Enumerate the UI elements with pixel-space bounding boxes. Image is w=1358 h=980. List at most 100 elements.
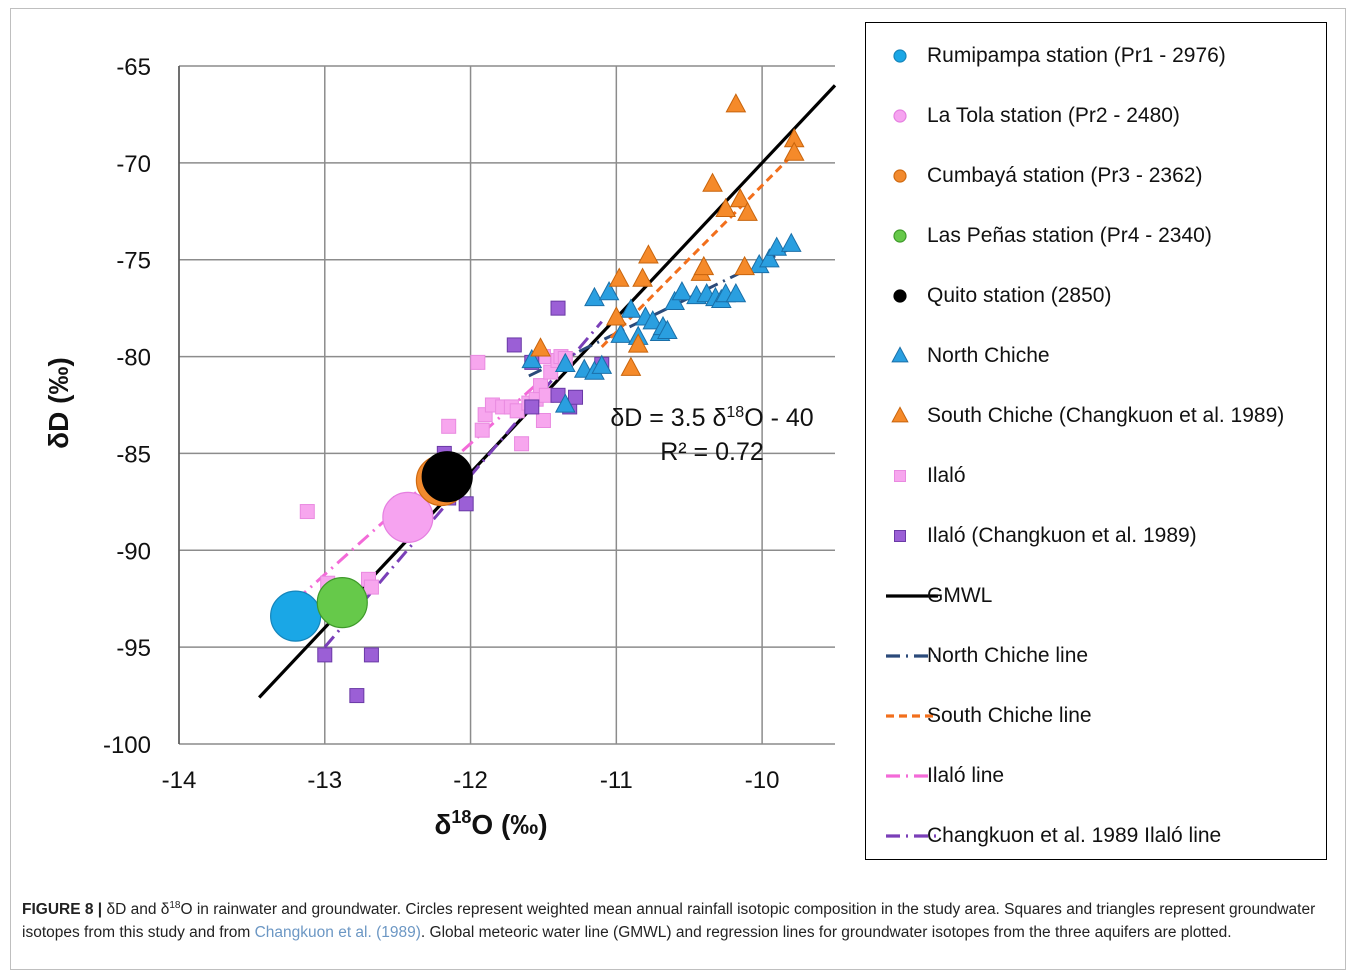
north-chiche-point <box>598 281 620 301</box>
legend-label: Ilaló (Changkuon et al. 1989) <box>927 524 1197 547</box>
ilalo-point <box>470 354 486 370</box>
legend-swatch-circle <box>893 169 907 183</box>
legend-marker-triangle <box>891 346 909 363</box>
legend-label: La Tola station (Pr2 - 2480) <box>927 104 1180 127</box>
legend-item-changkuon-et-al-1989-ilalo-line: Changkuon et al. 1989 Ilaló line <box>866 821 1326 851</box>
legend-swatch-square <box>894 470 906 482</box>
ilalo-point <box>363 579 379 595</box>
south-chiche-changkuon-et-al-1989-point <box>638 244 659 264</box>
legend-label: GMWL <box>927 584 993 607</box>
legend-item-cumbaya-station-pr3-2362: Cumbayá station (Pr3 - 2362) <box>866 161 1326 191</box>
legend-label: Rumipampa station (Pr1 - 2976) <box>927 44 1226 67</box>
legend-swatch-circle <box>893 229 907 243</box>
north-chiche-point <box>620 298 642 318</box>
ilalo-point <box>535 412 551 428</box>
legend-marker-circle <box>893 109 907 123</box>
rumipampa-station-pr1-2976-series <box>270 590 322 642</box>
la-tola-station-pr2-2480-series <box>382 491 434 543</box>
citation-link[interactable]: Changkuon et al. (1989) <box>254 924 421 941</box>
caption-superscript: 18 <box>169 899 181 911</box>
x-tick-label: -11 <box>600 767 633 794</box>
north-chiche-point <box>610 323 632 343</box>
y-tick-label: -100 <box>103 732 151 759</box>
x-axis-label: δ18O (‰) <box>434 807 547 840</box>
legend-marker-circle <box>893 169 907 183</box>
figure-label: FIGURE 8 | <box>22 901 103 918</box>
legend-marker-triangle <box>891 406 909 423</box>
south-chiche-changkuon-et-al-1989-point <box>715 197 737 217</box>
legend-swatch-square <box>894 530 906 542</box>
y-axis-label: δD (‰) <box>43 357 74 449</box>
legend-item-ilalo: Ilaló <box>866 461 1326 491</box>
south-chiche-changkuon-et-al-1989-point <box>737 201 758 221</box>
rumipampa-station-pr1-2976-point <box>270 590 322 642</box>
north-chiche-point <box>671 281 693 301</box>
legend-label: Las Peñas station (Pr4 - 2340) <box>927 224 1212 247</box>
legend-item-south-chiche-changkuon-et-al-1989: South Chiche (Changkuon et al. 1989) <box>866 401 1326 431</box>
legend-label: Changkuon et al. 1989 Ilaló line <box>927 824 1222 847</box>
y-tick-label: -90 <box>116 538 151 565</box>
quito-station-2850-series <box>421 451 473 503</box>
north-chiche-point <box>521 348 543 369</box>
legend-item-las-penas-station-pr4-2340: Las Peñas station (Pr4 - 2340) <box>866 221 1326 251</box>
ilalo-changkuon-et-al-1989-point <box>506 337 522 353</box>
x-tick-label: -13 <box>307 767 342 794</box>
legend-item-ilalo-line: Ilaló line <box>866 761 1326 791</box>
y-tick-label: -65 <box>116 54 151 81</box>
y-tick-label: -75 <box>116 248 151 275</box>
data-markers <box>270 93 805 704</box>
south-chiche-line <box>600 152 796 348</box>
north-chiche-point <box>554 393 576 413</box>
legend-swatch-circle <box>893 49 907 63</box>
legend-marker-square <box>894 470 906 482</box>
legend: Rumipampa station (Pr1 - 2976) La Tola st… <box>865 22 1327 860</box>
ilalo-changkuon-et-al-1989-point <box>317 647 333 663</box>
regression-equation: δD = 3.5 δ18O - 40 <box>610 404 813 432</box>
r-squared-label: R² = 0.72 <box>660 438 764 466</box>
y-tick-label: -95 <box>116 635 151 662</box>
south-chiche-changkuon-et-al-1989-point <box>783 141 805 161</box>
tick-labels: -14 -13 -12 -11 -10 -65 -70 -75 -80 -85 -90 -95 -100 <box>103 54 780 794</box>
south-chiche-changkuon-et-al-1989-point <box>725 93 747 113</box>
legend-swatch-triangle <box>891 346 909 363</box>
y-tick-label: -85 <box>116 441 151 468</box>
north-chiche-point <box>584 286 605 307</box>
ilalo-point <box>514 436 530 452</box>
legend-label: South Chiche (Changkuon et al. 1989) <box>927 404 1285 427</box>
legend-swatch-line <box>886 594 938 598</box>
legend-swatch-line <box>886 714 938 718</box>
south-chiche-changkuon-et-al-1989-point <box>530 337 551 357</box>
north-chiche-point <box>656 319 678 340</box>
x-tick-label: -12 <box>453 767 488 794</box>
south-chiche-changkuon-et-al-1989-point <box>620 356 642 376</box>
legend-item-ilalo-changkuon-et-al-1989: Ilaló (Changkuon et al. 1989) <box>866 521 1326 551</box>
figure-frame <box>10 8 1346 970</box>
legend-label: North Chiche <box>927 344 1050 367</box>
ilalo-changkuon-et-al-1989-point <box>524 399 540 415</box>
south-chiche-changkuon-et-al-1989-point <box>693 255 715 276</box>
ilalo-point <box>474 422 490 438</box>
legend-marker-square <box>894 530 906 542</box>
south-chiche-changkuon-et-al-1989-point <box>605 306 627 326</box>
north-chiche-point <box>642 310 664 330</box>
legend-item-la-tola-station-pr2-2480: La Tola station (Pr2 - 2480) <box>866 101 1326 131</box>
x-tick-label: -10 <box>745 767 780 794</box>
ilalo-point <box>441 418 457 434</box>
south-chiche-changkuon-et-al-1989-point <box>729 188 751 208</box>
legend-item-north-chiche-line: North Chiche line <box>866 641 1326 671</box>
ilalo-changkuon-et-al-1989-point <box>363 647 379 663</box>
south-chiche-changkuon-et-al-1989-point <box>608 267 630 287</box>
las-penas-station-pr4-2340-series <box>316 576 368 629</box>
legend-marker-circle <box>893 229 907 243</box>
caption-text-3: . Global meteoric water line (GMWL) and … <box>420 924 1232 941</box>
ilalo-changkuon-et-al-1989-point <box>349 688 365 704</box>
north-chiche-point <box>664 290 686 310</box>
y-tick-label: -80 <box>116 345 151 372</box>
north-chiche-point <box>591 354 613 374</box>
legend-marker-circle <box>893 289 907 303</box>
north-chiche-point <box>554 352 576 372</box>
scatter-plot: -14 -13 -12 -11 -10 -65 -70 -75 -80 -85 -90 -95 -100… <box>43 54 837 840</box>
south-chiche-changkuon-et-al-1989-point <box>632 267 653 287</box>
legend-label: Ilaló line <box>927 764 1005 787</box>
south-chiche-changkuon-et-al-1989-point <box>734 255 755 276</box>
